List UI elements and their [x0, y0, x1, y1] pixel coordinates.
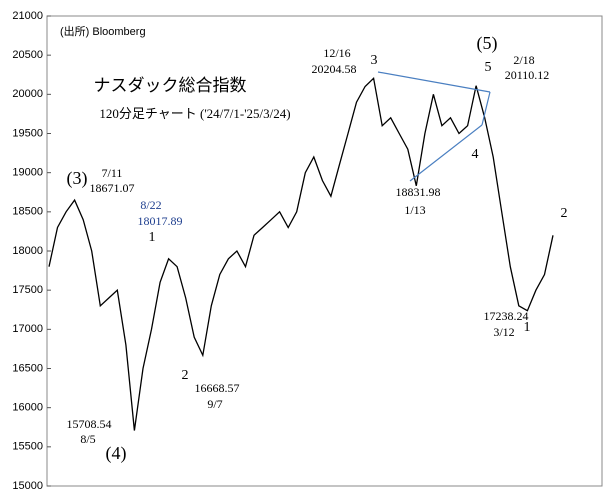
annotation: 9/7	[207, 397, 222, 411]
annotation: 1/13	[404, 203, 425, 217]
y-tick-label: 15500	[12, 441, 43, 453]
annotation: 12/16	[323, 46, 350, 60]
y-tick-label: 17500	[12, 284, 43, 296]
annotation: 2/18	[513, 53, 534, 67]
trend-line	[409, 124, 483, 182]
annotation: 8/22	[140, 198, 161, 212]
annotation: 18671.07	[90, 181, 135, 195]
annotation: (5)	[477, 33, 498, 54]
annotation: ナスダック総合指数	[94, 76, 247, 95]
trend-line	[377, 71, 491, 93]
annotation: 2	[182, 368, 189, 383]
y-tick-label: 15000	[12, 480, 43, 492]
annotation: (出所) Bloomberg	[60, 24, 146, 38]
annotation: 18831.98	[396, 185, 441, 199]
y-tick-label: 21000	[12, 10, 43, 22]
annotation: 20204.58	[312, 62, 357, 76]
y-tick-label: 18000	[12, 245, 43, 257]
trend-line	[481, 91, 491, 126]
annotation: 20110.12	[505, 68, 550, 82]
annotation: 2	[561, 206, 568, 221]
annotation: 17238.24	[484, 309, 529, 323]
annotation: 1	[524, 320, 531, 335]
annotation: 3/12	[493, 325, 514, 339]
y-tick-label: 16500	[12, 362, 43, 374]
annotation: 8/5	[80, 432, 95, 446]
annotation: 4	[472, 147, 479, 162]
y-tick-label: 19000	[12, 167, 43, 179]
annotation: 120分足チャート ('24/7/1-'25/3/24)	[99, 106, 290, 121]
annotation: 16668.57	[195, 381, 240, 395]
annotation: 18017.89	[138, 214, 183, 228]
annotation: 7/11	[102, 166, 123, 180]
annotation: (4)	[106, 443, 127, 464]
annotation: 1	[149, 230, 156, 245]
annotation: 3	[371, 53, 378, 68]
y-tick-label: 20500	[12, 49, 43, 61]
annotation: 5	[485, 60, 492, 75]
price-line	[48, 76, 554, 431]
annotation: 15708.54	[67, 417, 112, 431]
y-tick-label: 16000	[12, 402, 43, 414]
y-tick-label: 19500	[12, 127, 43, 139]
y-tick-label: 17000	[12, 323, 43, 335]
y-tick-label: 20000	[12, 88, 43, 100]
y-tick-label: 18500	[12, 206, 43, 218]
annotation: (3)	[67, 168, 88, 189]
